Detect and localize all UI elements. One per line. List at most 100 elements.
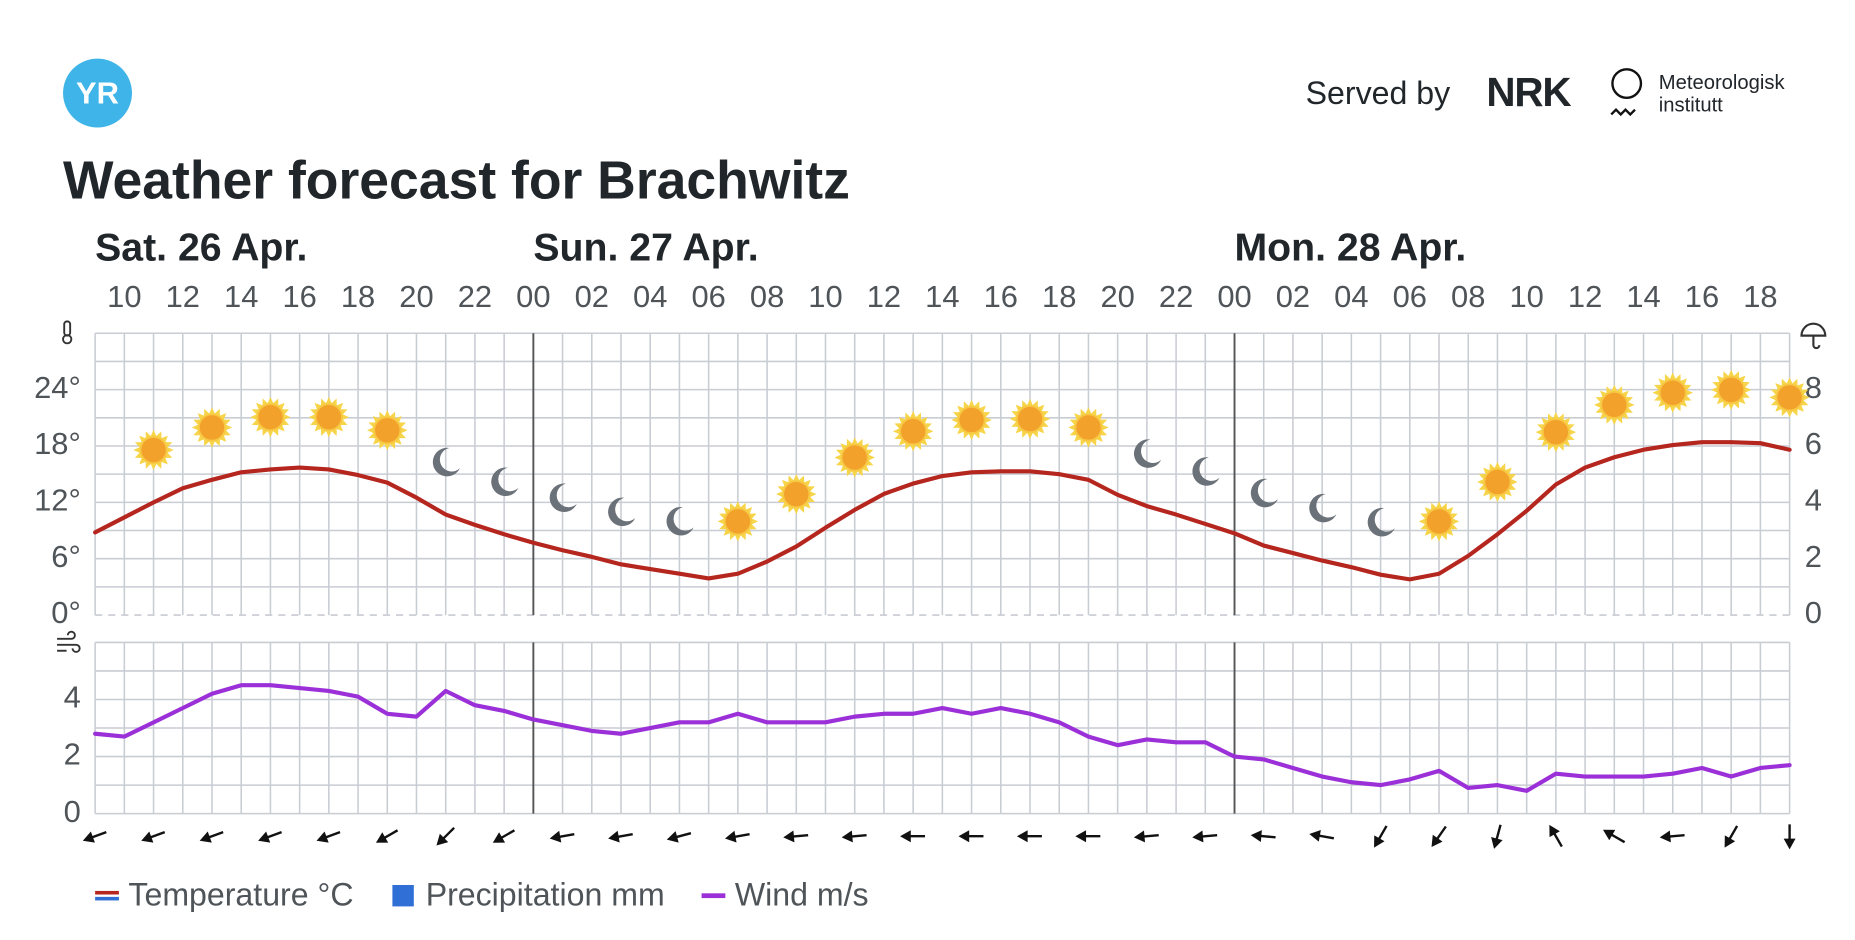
met-logo[interactable] (1611, 68, 1643, 99)
wind-arrow (316, 831, 341, 843)
wind-arrow (375, 829, 399, 843)
moon-icon (549, 483, 577, 513)
wind-arrow (258, 831, 282, 843)
y-tick-label: 6° (51, 539, 81, 574)
sun-disc (782, 480, 811, 509)
arrow-head (316, 831, 329, 843)
wind-arrow (1309, 829, 1335, 842)
arrow-head (783, 830, 795, 843)
moon-icon (1192, 457, 1220, 486)
x-tick-label: 12 (867, 279, 901, 314)
wind-arrow (1724, 825, 1739, 848)
sun-icon (367, 410, 408, 451)
moon-crescent (1250, 478, 1278, 508)
y-tick-label: 24° (34, 370, 81, 405)
wind-arrow (608, 830, 633, 843)
x-tick-label: 10 (107, 279, 141, 314)
sun-disc (256, 403, 285, 432)
wind-arrow (1133, 830, 1159, 843)
arrow-head (666, 831, 679, 843)
sun-disc (1775, 383, 1804, 412)
thermometer-icon (62, 320, 73, 345)
x-tick-label: 12 (1568, 279, 1602, 314)
moon-crescent (1367, 507, 1395, 537)
moon-crescent (666, 506, 694, 536)
sun-disc (1541, 418, 1570, 447)
wind-arrow (82, 831, 107, 843)
moon-icon (432, 447, 460, 477)
arrow-head (1250, 830, 1262, 842)
arrow-head (608, 830, 620, 843)
wind-arrow (1016, 830, 1042, 843)
sun-icon (1068, 407, 1109, 448)
arrow-head (1602, 829, 1616, 841)
moon-icon (1367, 507, 1395, 537)
sun-disc (899, 417, 928, 446)
x-tick-label: 16 (1685, 279, 1719, 314)
wind-arrow (783, 830, 809, 843)
legend-swatch (392, 884, 414, 907)
x-tick-label: 02 (1276, 279, 1310, 314)
arrow-head (841, 830, 853, 843)
moon-crescent (608, 497, 636, 527)
moon-icon (1250, 478, 1278, 508)
arrow-head (549, 830, 562, 843)
sun-disc (373, 416, 402, 445)
sun-icon (951, 399, 992, 441)
wind-arrow (1192, 830, 1218, 843)
x-tick-label: 06 (1393, 279, 1427, 314)
wind-arrow (1602, 829, 1626, 844)
arrow-head (1659, 830, 1671, 843)
legend-swatch (701, 893, 726, 899)
arrow-head (1491, 837, 1503, 849)
legend-label: Wind m/s (735, 876, 869, 912)
sun-disc (957, 405, 986, 434)
x-tick-label: 16 (984, 279, 1018, 314)
arrow-head (724, 830, 737, 843)
arrow-head (436, 833, 449, 846)
sun-icon (1418, 501, 1460, 542)
sun-icon (834, 437, 875, 478)
sun-icon (1535, 411, 1577, 453)
y2-tick-label: 4 (1805, 483, 1822, 518)
arrow-head (1724, 835, 1736, 848)
moon-crescent (491, 467, 519, 497)
legend-label: Temperature °C (128, 876, 353, 912)
moon-crescent (1192, 457, 1220, 486)
x-tick-label: 00 (516, 279, 550, 314)
moon-crescent (1309, 493, 1337, 523)
x-tick-label: 20 (1100, 279, 1134, 314)
arrow-head (375, 832, 389, 843)
sun-icon (308, 396, 350, 438)
moon-icon (491, 467, 519, 497)
legend-swatch (95, 890, 119, 895)
x-tick-label: 16 (282, 279, 316, 314)
arrow-head (1783, 838, 1796, 850)
x-tick-label: 14 (224, 279, 258, 314)
arrow-head (1016, 830, 1028, 843)
wind-arrow (724, 830, 750, 843)
y-tick-label: 4 (64, 680, 81, 715)
yr-logo[interactable] (63, 58, 132, 128)
y2-tick-label: 2 (1805, 539, 1822, 574)
arrow-head (1374, 835, 1385, 848)
arrow-head (82, 831, 95, 843)
sun-icon (1477, 461, 1518, 503)
wind-arrow (549, 830, 575, 843)
sun-disc (840, 443, 869, 472)
sun-icon (1652, 372, 1693, 413)
x-tick-label: 22 (458, 279, 492, 314)
day-label: Sat. 26 Apr. (95, 225, 307, 269)
arrow-head (1309, 829, 1321, 842)
moon-icon (1133, 439, 1162, 468)
day-label: Mon. 28 Apr. (1235, 225, 1467, 269)
served-by: Served by (1306, 75, 1451, 111)
x-tick-label: 06 (691, 279, 725, 314)
chart-title: Weather forecast for Brachwitz (63, 152, 850, 211)
wind-arrow (666, 831, 692, 843)
sun-icon (717, 501, 759, 542)
wind-arrow (1549, 824, 1563, 848)
nrk-logo[interactable]: NRK (1486, 69, 1572, 115)
sun-disc (1016, 405, 1044, 433)
